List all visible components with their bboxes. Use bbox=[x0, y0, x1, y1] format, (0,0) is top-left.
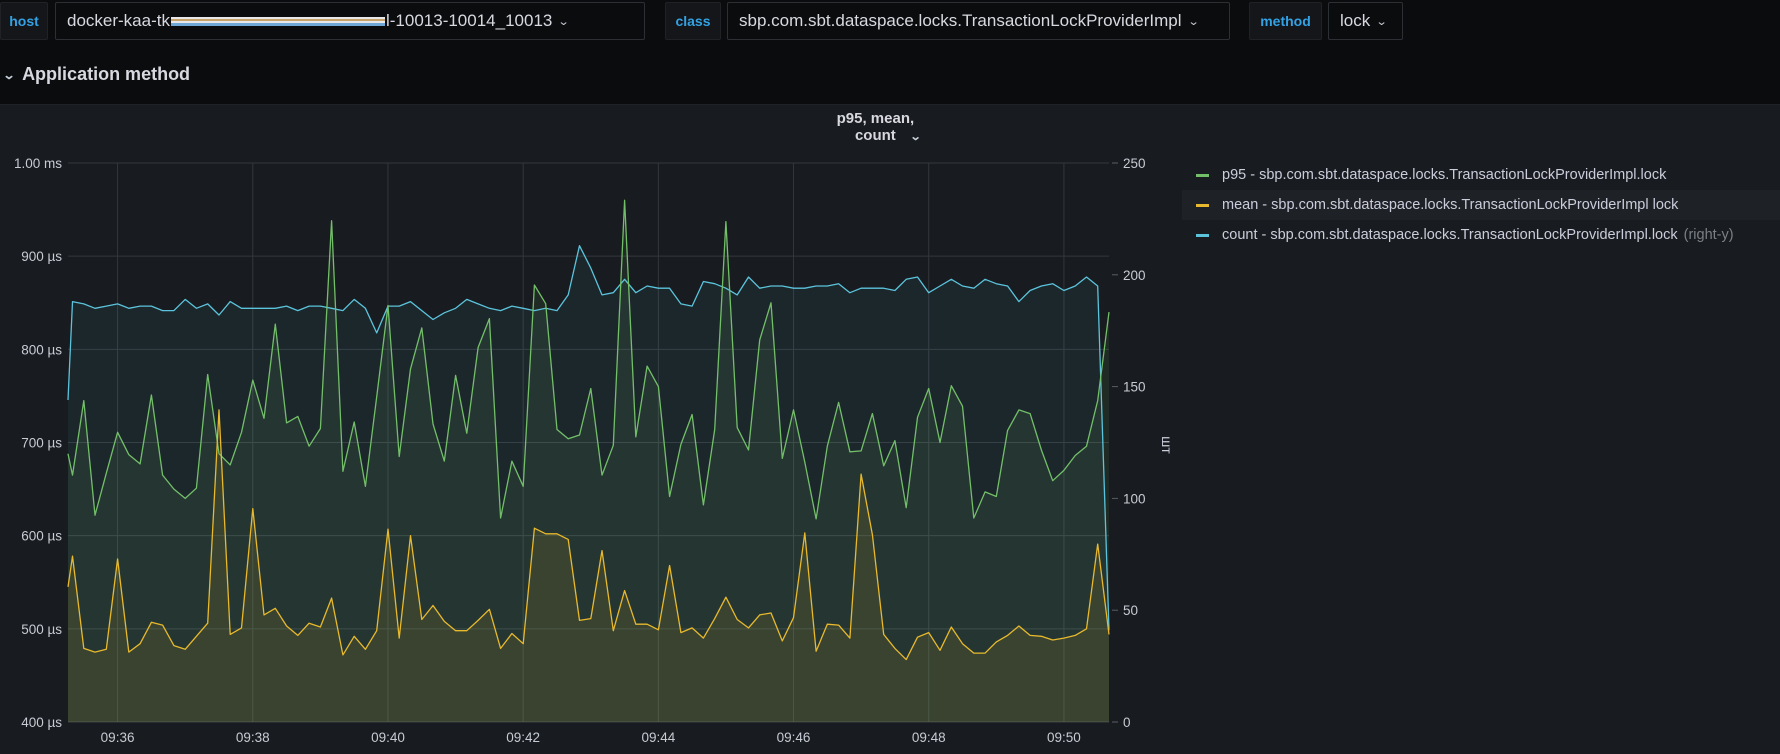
legend: p95 - sbp.com.sbt.dataspace.locks.Transa… bbox=[1182, 160, 1780, 250]
series-line-p95 bbox=[67, 199, 1110, 520]
y-tick-label: 1.00 ms bbox=[14, 156, 62, 171]
chevron-down-icon: ⌄ bbox=[1375, 15, 1388, 28]
x-tick-label: 09:46 bbox=[777, 730, 811, 745]
y-tick-label: 700 µs bbox=[21, 436, 62, 451]
series-color-swatch[interactable] bbox=[1196, 203, 1209, 207]
series-line-count bbox=[67, 245, 1110, 631]
y-tick-label: 500 µs bbox=[21, 622, 62, 637]
redacted-text bbox=[170, 16, 385, 26]
chevron-down-icon: ⌄ bbox=[909, 131, 922, 143]
host-value-prefix: docker-kaa-tk bbox=[67, 11, 170, 30]
legend-label: count - sbp.com.sbt.dataspace.locks.Tran… bbox=[1222, 227, 1678, 243]
host-value-suffix: l-10013-10014_10013 bbox=[385, 11, 553, 30]
class-variable-label: class bbox=[665, 2, 721, 40]
x-tick-label: 09:40 bbox=[371, 730, 405, 745]
series-line-mean bbox=[67, 409, 1110, 661]
y2-tick-label: 0 bbox=[1123, 715, 1131, 730]
x-tick-label: 09:44 bbox=[641, 730, 675, 745]
y2-tick-label: 200 bbox=[1123, 268, 1146, 283]
row-title: Application method bbox=[22, 64, 191, 84]
x-tick-label: 09:48 bbox=[912, 730, 946, 745]
right-axis-unit-label: шт bbox=[1158, 436, 1175, 454]
legend-label: p95 - sbp.com.sbt.dataspace.locks.Transa… bbox=[1222, 167, 1667, 183]
y2-tick-label: 50 bbox=[1123, 603, 1138, 618]
chevron-down-icon: ⌄ bbox=[557, 15, 570, 28]
y-tick-label: 400 µs bbox=[21, 715, 62, 730]
panel-title[interactable]: p95, mean, count ⌄ bbox=[0, 110, 1780, 144]
x-tick-label: 09:38 bbox=[236, 730, 270, 745]
legend-label: mean - sbp.com.sbt.dataspace.locks.Trans… bbox=[1222, 197, 1679, 213]
panel-title-text: p95, mean, count bbox=[836, 110, 915, 144]
legend-item-mean[interactable]: mean - sbp.com.sbt.dataspace.locks.Trans… bbox=[1182, 190, 1780, 220]
class-value: sbp.com.sbt.dataspace.locks.TransactionL… bbox=[739, 11, 1182, 30]
legend-axis-note: (right-y) bbox=[1683, 227, 1734, 243]
y-tick-label: 800 µs bbox=[21, 342, 62, 357]
series-color-swatch[interactable] bbox=[1196, 173, 1209, 177]
x-tick-label: 09:36 bbox=[101, 730, 135, 745]
y2-tick-label: 150 bbox=[1123, 380, 1146, 395]
method-variable-label: method bbox=[1249, 2, 1322, 40]
row-header-application-method[interactable]: ⌄ Application method bbox=[2, 64, 191, 85]
chevron-down-icon: ⌄ bbox=[2, 67, 16, 82]
x-tick-label: 09:42 bbox=[506, 730, 540, 745]
y-tick-label: 900 µs bbox=[21, 249, 62, 264]
legend-item-p95[interactable]: p95 - sbp.com.sbt.dataspace.locks.Transa… bbox=[1182, 160, 1780, 190]
series-area-mean bbox=[68, 409, 1109, 722]
y2-tick-label: 250 bbox=[1123, 156, 1146, 171]
method-variable-select[interactable]: lock ⌄ bbox=[1328, 2, 1403, 40]
series-area-count bbox=[68, 245, 1109, 722]
method-value: lock bbox=[1340, 11, 1371, 30]
series-color-swatch[interactable] bbox=[1196, 233, 1209, 237]
host-variable-select[interactable]: docker-kaa-tk l-10013-10014_10013 ⌄ bbox=[55, 2, 645, 40]
host-variable-label: host bbox=[0, 2, 48, 40]
y2-tick-label: 100 bbox=[1123, 491, 1146, 506]
series-area-p95 bbox=[68, 200, 1109, 723]
chevron-down-icon: ⌄ bbox=[1187, 15, 1200, 28]
class-variable-select[interactable]: sbp.com.sbt.dataspace.locks.TransactionL… bbox=[727, 2, 1230, 40]
x-tick-label: 09:50 bbox=[1047, 730, 1081, 745]
y-tick-label: 600 µs bbox=[21, 529, 62, 544]
legend-item-count[interactable]: count - sbp.com.sbt.dataspace.locks.Tran… bbox=[1182, 220, 1780, 250]
